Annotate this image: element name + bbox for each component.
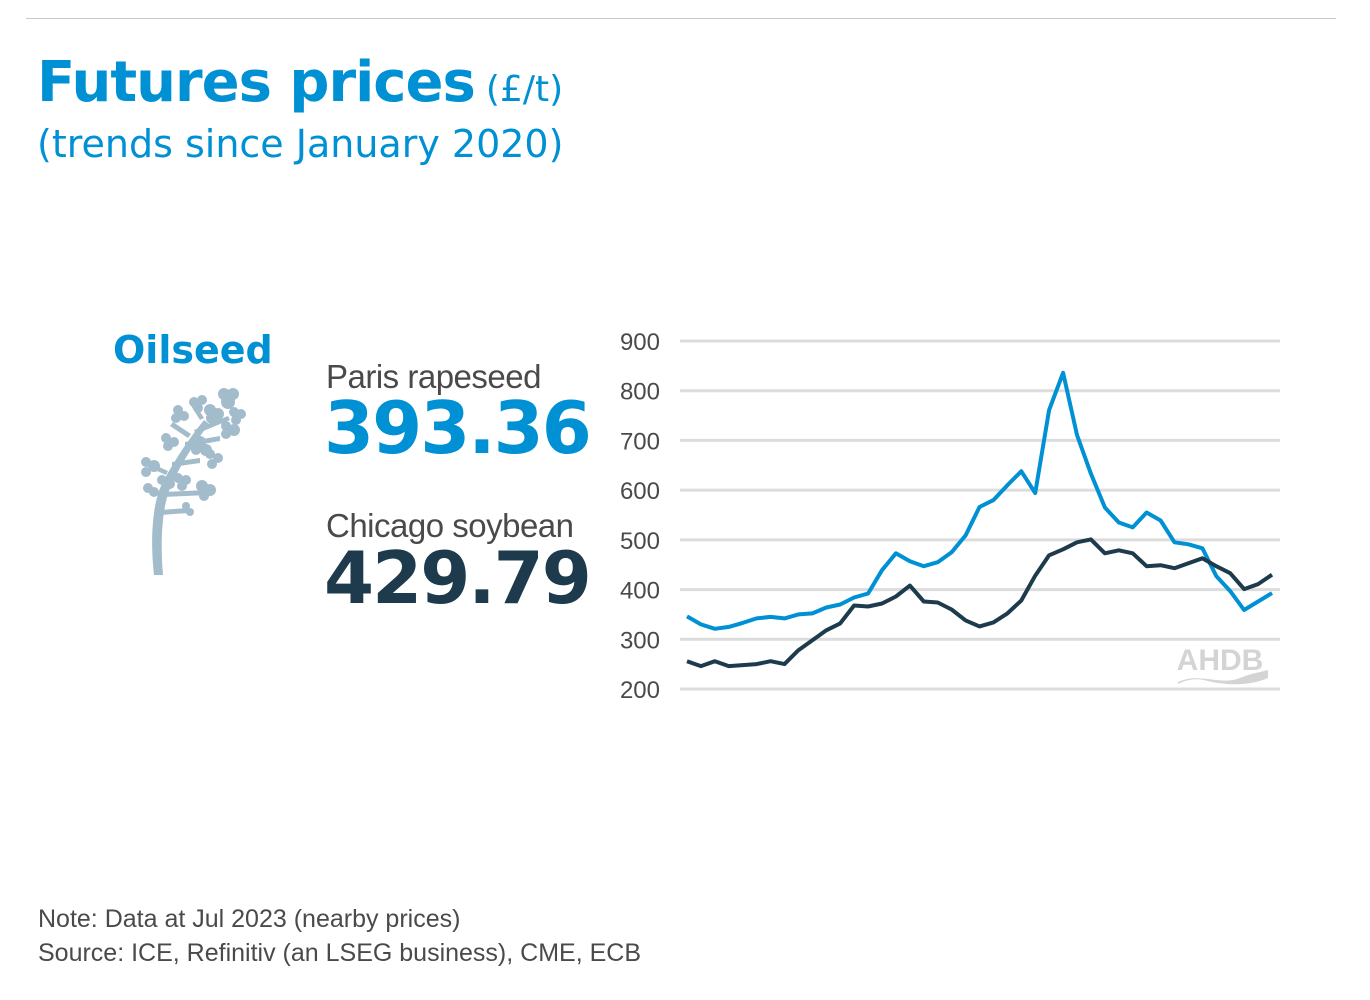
title-unit: (£/t): [485, 69, 564, 110]
footer-note: Note: Data at Jul 2023 (nearby prices): [38, 905, 461, 933]
y-tick-label: 900: [620, 329, 660, 356]
soybean-label: Chicago soybean: [326, 507, 574, 544]
category-heading: Oilseed: [113, 328, 273, 372]
footer-source: Source: ICE, Refinitiv (an LSEG business…: [38, 939, 641, 967]
y-tick-label: 700: [620, 428, 660, 455]
rapeseed-plant-icon: [141, 388, 246, 575]
ahdb-watermark: AHDB: [1177, 644, 1268, 685]
rapeseed-label: Paris rapeseed: [326, 358, 541, 395]
rapeseed-price: 393.36: [324, 386, 592, 470]
y-tick-label: 300: [620, 627, 660, 654]
watermark-text: AHDB: [1177, 644, 1264, 677]
y-tick-label: 500: [620, 528, 660, 555]
y-tick-label: 400: [620, 578, 660, 605]
page-title: Futures prices (£/t): [37, 50, 563, 115]
price-line-chart: 900 800 700 600 500 400 300 200 AHDB: [620, 329, 1280, 704]
series-line-paris-rapeseed: [686, 370, 1274, 631]
page-subtitle: (trends since January 2020): [37, 122, 564, 166]
series-line-chicago-soybean: [686, 537, 1274, 669]
soybean-price: 429.79: [324, 536, 592, 620]
watermark-wave: [1178, 670, 1268, 685]
title-text: Futures prices: [37, 50, 476, 115]
y-tick-label: 600: [620, 478, 660, 505]
top-divider: [26, 18, 1336, 19]
y-tick-label: 200: [620, 677, 660, 704]
y-tick-label: 800: [620, 379, 660, 406]
